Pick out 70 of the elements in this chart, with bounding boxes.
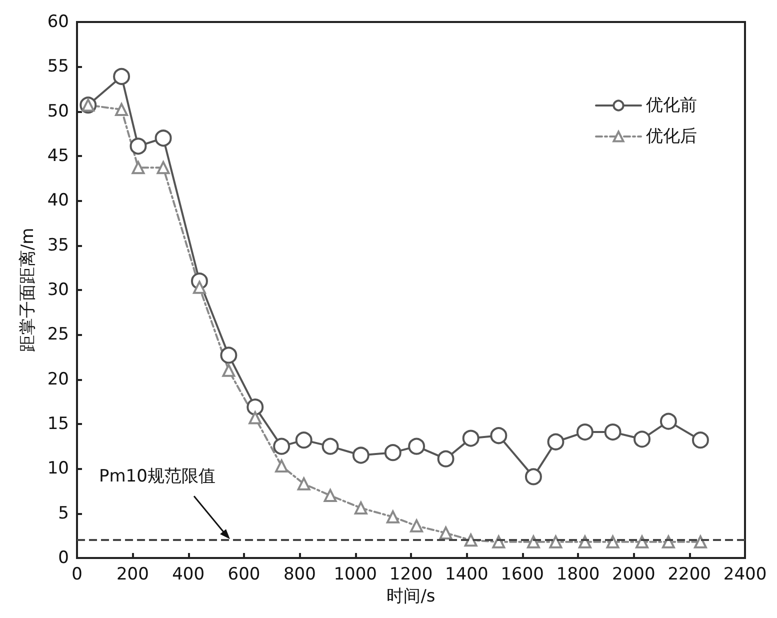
point: [547, 433, 564, 450]
point: [295, 432, 312, 449]
y-tick-label: 45: [47, 146, 69, 166]
y-tick-label: 10: [47, 458, 69, 479]
point: [322, 438, 339, 455]
point: [634, 430, 651, 448]
point: [352, 446, 370, 464]
x-tick-label: 800: [283, 564, 316, 584]
point: [324, 488, 337, 502]
x-tick-label: 400: [172, 564, 205, 584]
point: [437, 450, 454, 468]
y-tick-label: 20: [47, 369, 69, 390]
point: [439, 526, 452, 540]
point: [410, 519, 424, 532]
y-axis-title: 距掌子面距离/m: [18, 228, 38, 352]
y-tick-label: 40: [47, 190, 69, 211]
point: [384, 444, 402, 462]
point: [526, 535, 540, 548]
y-tick-label: 25: [47, 324, 69, 345]
point: [549, 535, 562, 548]
point: [113, 68, 130, 85]
y-tick-label: 55: [47, 56, 69, 77]
point: [408, 438, 426, 455]
legend-label: 优化后: [646, 126, 697, 146]
y-tick-label: 5: [58, 503, 69, 524]
y-tick-label: 30: [47, 280, 69, 300]
point: [490, 427, 508, 444]
point: [576, 424, 594, 441]
point: [220, 346, 238, 364]
point: [604, 424, 622, 441]
point: [692, 432, 709, 449]
ref-line-label: Pm10规范限值: [99, 466, 216, 487]
y-tick-label: 35: [47, 235, 69, 256]
point: [273, 438, 290, 455]
point: [297, 477, 310, 490]
x-tick-label: 1600: [500, 564, 544, 584]
y-tick-label: 0: [58, 548, 69, 568]
x-tick-label: 1000: [334, 564, 377, 584]
point: [636, 535, 649, 548]
point: [222, 364, 236, 377]
point: [524, 468, 542, 486]
point: [694, 535, 707, 548]
point: [130, 138, 147, 155]
x-tick-label: 1400: [445, 564, 488, 584]
x-tick-label: 1800: [556, 564, 600, 584]
point: [246, 398, 264, 416]
x-tick-label: 600: [228, 564, 260, 584]
point: [156, 161, 170, 174]
x-axis-title: 时间/s: [386, 586, 436, 606]
x-tick-label: 1200: [389, 564, 433, 584]
x-tick-label: 200: [116, 564, 149, 584]
point: [115, 103, 128, 116]
x-tick-label: 0: [72, 564, 82, 584]
y-tick-label: 50: [47, 101, 69, 122]
point: [248, 411, 262, 424]
point: [154, 130, 172, 147]
legend-label: 优化前: [646, 96, 697, 116]
point: [386, 510, 400, 524]
point: [660, 412, 677, 430]
y-tick-label: 15: [47, 414, 69, 434]
point: [606, 535, 620, 548]
point: [462, 430, 480, 447]
x-tick-label: 2200: [668, 564, 711, 584]
point: [275, 459, 288, 472]
point: [132, 161, 145, 174]
x-tick-label: 2400: [723, 564, 767, 584]
point: [354, 501, 368, 514]
x-tick-label: 2000: [612, 564, 656, 584]
y-tick-label: 60: [47, 12, 69, 32]
point: [464, 534, 478, 547]
